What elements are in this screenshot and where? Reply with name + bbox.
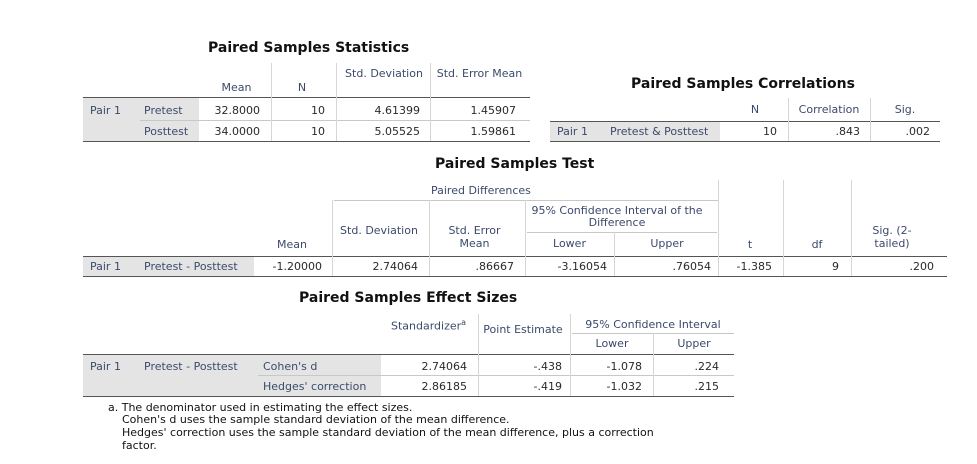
test-cell-se: .86667	[475, 260, 515, 273]
corr-col-divider	[870, 98, 871, 141]
effect-row-divider	[258, 375, 734, 376]
effect-col-divider	[570, 314, 571, 396]
test-col-divider	[429, 200, 430, 276]
test-header-sig: Sig. (2-tailed)	[872, 224, 912, 250]
effect-title: Paired Samples Effect Sizes	[299, 290, 518, 306]
test-header-t: t	[747, 238, 753, 251]
stats-title: Paired Samples Statistics	[208, 40, 410, 56]
stats-header-mean: Mean	[221, 81, 252, 94]
test-col-divider	[525, 200, 526, 276]
effect-measure-label: Hedges' correction	[263, 380, 367, 393]
stats-cell-n: 10	[311, 125, 325, 138]
test-cell-sd: 2.74064	[372, 260, 419, 273]
effect-header-point: Point Estimate	[483, 323, 563, 336]
corr-col-divider	[788, 98, 789, 141]
effect-pair-label: Pair 1	[90, 360, 121, 373]
effect-header-standardizer: Standardizera	[391, 318, 466, 333]
test-group-rule	[334, 200, 718, 201]
test-cell-lower: -3.16054	[557, 260, 607, 273]
test-col-divider	[332, 200, 333, 276]
test-cell-upper: .76054	[672, 260, 712, 273]
test-cell-df: 9	[832, 260, 839, 273]
test-col-divider	[718, 180, 719, 276]
effect-cell-upper: .224	[694, 360, 720, 373]
test-header-std-dev: Std. Deviation	[340, 224, 418, 237]
stats-cell-se: 1.45907	[470, 104, 517, 117]
test-row-label-bg	[83, 257, 254, 276]
effect-measure-label: Cohen's d	[263, 360, 318, 373]
stats-cell-mean: 34.0000	[214, 125, 261, 138]
test-header-std-err: Std. Error Mean	[448, 224, 501, 250]
test-header-df: df	[811, 238, 823, 251]
stats-header-n: N	[297, 81, 307, 94]
effect-header-lower: Lower	[595, 337, 629, 350]
test-bottom-rule	[83, 276, 947, 277]
footnote-line: Cohen's d uses the sample standard devia…	[122, 413, 510, 426]
test-header-paired-diff: Paired Differences	[431, 184, 531, 197]
stats-row-label: Posttest	[144, 125, 189, 138]
stats-header-std-err: Std. Error Mean	[436, 67, 523, 80]
test-title: Paired Samples Test	[435, 156, 595, 172]
test-cell-mean: -1.20000	[272, 260, 322, 273]
test-header-upper: Upper	[650, 237, 684, 250]
stats-cell-mean: 32.8000	[214, 104, 261, 117]
stats-row-divider	[140, 120, 530, 121]
corr-bottom-rule	[550, 141, 940, 142]
test-header-rule	[83, 256, 947, 257]
test-cell-t: -1.385	[736, 260, 772, 273]
stats-col-divider	[430, 63, 431, 141]
effect-header-footnote-marker: a	[461, 318, 467, 327]
corr-row-label: Pretest & Posttest	[610, 125, 709, 138]
effect-cell-lower: -1.078	[606, 360, 642, 373]
stats-cell-n: 10	[311, 104, 325, 117]
test-pair-label: Pair 1	[90, 260, 121, 273]
corr-pair-label: Pair 1	[557, 125, 588, 138]
effect-header-rule	[83, 354, 734, 355]
corr-row-label-bg	[550, 122, 720, 141]
test-col-divider	[851, 180, 852, 276]
corr-title: Paired Samples Correlations	[631, 76, 855, 92]
effect-cell-point: -.438	[533, 360, 562, 373]
stats-header-std-dev: Std. Deviation	[345, 67, 423, 80]
corr-cell-n: 10	[763, 125, 777, 138]
corr-cell-sig: .002	[905, 125, 931, 138]
effect-cell-point: -.419	[533, 380, 562, 393]
effect-cell-standardizer: 2.86185	[421, 380, 468, 393]
stats-col-divider	[271, 63, 272, 141]
stats-col-divider	[336, 63, 337, 141]
stats-bottom-rule	[83, 141, 530, 142]
corr-header-correlation: Correlation	[798, 103, 860, 116]
stats-cell-sd: 4.61399	[374, 104, 421, 117]
stats-cell-se: 1.59861	[470, 125, 517, 138]
effect-cell-lower: -1.032	[606, 380, 642, 393]
effect-col-divider	[478, 314, 479, 396]
corr-cell-correlation: .843	[835, 125, 861, 138]
effect-row-label: Pretest - Posttest	[144, 360, 238, 373]
effect-header-ci: 95% Confidence Interval	[585, 318, 721, 331]
corr-header-sig: Sig.	[894, 103, 916, 116]
stats-header-rule	[83, 97, 530, 98]
corr-header-n: N	[750, 103, 760, 116]
effect-bottom-rule	[83, 396, 734, 397]
test-col-divider	[783, 180, 784, 276]
effect-header-standardizer-text: Standardizer	[391, 319, 462, 333]
stats-row-label: Pretest	[144, 104, 183, 117]
test-header-lower: Lower	[553, 237, 586, 250]
footnote-line: a. The denominator used in estimating th…	[108, 401, 413, 414]
effect-cell-standardizer: 2.74064	[421, 360, 468, 373]
test-header-ci: 95% Confidence Interval of the Differenc…	[531, 204, 703, 229]
effect-col-divider	[653, 333, 654, 396]
footnote-line: Hedges' correction uses the sample stand…	[122, 426, 654, 439]
stats-pair-label: Pair 1	[90, 104, 121, 117]
effect-header-upper: Upper	[677, 337, 711, 350]
corr-header-rule	[550, 121, 940, 122]
test-header-mean: Mean	[277, 238, 307, 251]
effect-cell-upper: .215	[694, 380, 720, 393]
test-col-divider	[614, 232, 615, 276]
test-row-label: Pretest - Posttest	[144, 260, 238, 273]
test-ci-rule	[527, 232, 717, 233]
test-cell-sig: .200	[909, 260, 935, 273]
stats-cell-sd: 5.05525	[374, 125, 421, 138]
footnote-line: factor.	[122, 439, 157, 452]
